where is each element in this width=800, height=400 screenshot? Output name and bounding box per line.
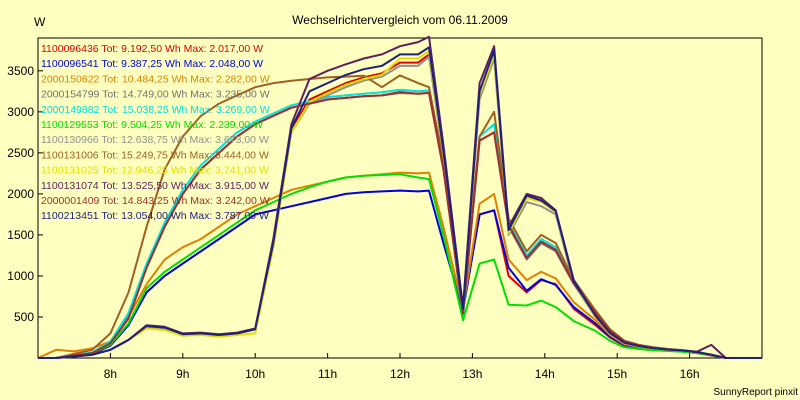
y-tick-label: 2000	[7, 187, 34, 201]
x-tick-label: 15h	[607, 367, 627, 381]
legend-entry-1100130966: 1100130966 Tot: 12.638,75 Wh Max: 3.673,…	[41, 134, 269, 146]
legend-entry-1100096436: 1100096436 Tot: 9.192,50 Wh Max: 2.017,0…	[41, 43, 263, 55]
y-tick-label: 500	[14, 310, 34, 324]
legend-entry-2000154799: 2000154799 Tot: 14.749,00 Wh Max: 3.235,…	[41, 89, 270, 101]
legend-entry-1100213451: 1100213451 Tot: 13.054,00 Wh Max: 3.787,…	[41, 210, 269, 222]
y-tick-label: 1500	[7, 228, 34, 242]
x-tick-label: 14h	[535, 367, 555, 381]
series-line-1100129553	[38, 173, 762, 359]
series-line-1100130966	[38, 55, 762, 359]
footer-credit: SunnyReport pinxit	[714, 387, 799, 398]
legend-entry-1100131025: 1100131025 Tot: 12.946,25 Wh Max: 3.741,…	[41, 165, 269, 177]
y-axis-ticks: 500 1000 1500 2000 2500 3000 3500	[7, 64, 43, 324]
x-tick-label: 9h	[176, 367, 189, 381]
legend-entry-1100129553: 1100129553 Tot: 9.504,25 Wh Max: 2.239,0…	[41, 119, 263, 131]
series-line-1100213451	[38, 46, 762, 359]
series-lines	[37, 35, 762, 359]
x-tick-label: 8h	[104, 367, 117, 381]
x-tick-label: 13h	[462, 367, 482, 381]
legend-entry-2000149882: 2000149882 Tot: 15.038,25 Wh Max: 3.269,…	[41, 104, 270, 116]
legend-entry-2000150622: 2000150622 Tot: 10.484,25 Wh Max: 2.282,…	[41, 73, 270, 85]
legend-entry-1100131006: 1100131006 Tot: 15.249,75 Wh Max: 3.444,…	[41, 149, 269, 161]
y-tick-label: 2500	[7, 146, 34, 160]
x-axis-ticks: 8h 9h 10h 11h 12h 13h 14h 15h 16h	[104, 353, 700, 381]
x-tick-label: 11h	[318, 367, 337, 381]
x-tick-label: 10h	[245, 367, 265, 381]
y-tick-label: 3000	[7, 105, 34, 119]
x-tick-label: 16h	[680, 367, 700, 381]
chart-title: Wechselrichtervergleich vom 06.11.2009	[292, 13, 508, 27]
legend-entry-2000001409: 2000001409 Tot: 14.843,25 Wh Max: 3.242,…	[41, 195, 270, 207]
legend-entry-1100096541: 1100096541 Tot: 9.387,25 Wh Max: 2.048,0…	[41, 58, 263, 70]
legend-entry-1100131074: 1100131074 Tot: 13.525,50 Wh Max: 3.915,…	[41, 180, 269, 192]
x-tick-label: 12h	[390, 367, 410, 381]
y-tick-label: 1000	[7, 269, 34, 283]
y-axis-label: W	[34, 15, 46, 29]
legend: 1100096436 Tot: 9.192,50 Wh Max: 2.017,0…	[41, 43, 270, 222]
y-tick-label: 3500	[7, 64, 34, 78]
